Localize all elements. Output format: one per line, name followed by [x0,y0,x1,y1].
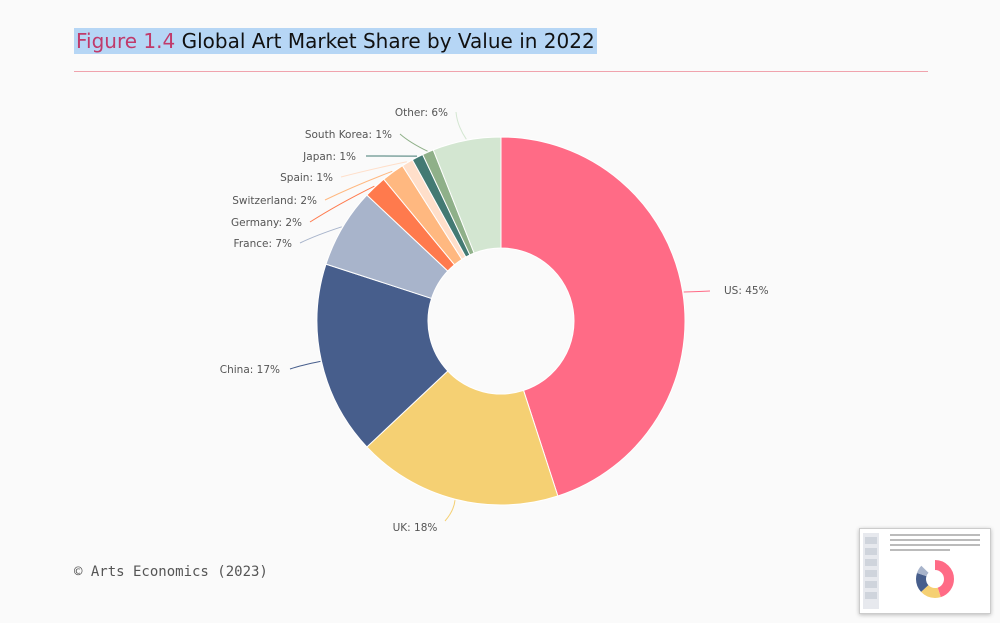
title-divider [74,71,928,72]
thumbnail-text-line [890,539,980,541]
thumbnail-text-line [890,534,980,536]
slice-other [432,136,502,254]
leader-line-other [455,111,467,140]
leader-line-france [299,226,342,244]
data-label-uk: UK: 18% [393,522,438,534]
thumbnail-donut-icon [916,560,954,598]
slice-us [500,136,686,497]
thumbnail-sidebar [863,533,879,609]
thumbnail-text-line [890,549,950,551]
data-label-south-korea: South Korea: 1% [305,129,392,141]
source-credit: © Arts Economics (2023) [74,564,268,580]
leader-line-south-korea [399,133,428,152]
leader-line-spain [340,161,407,178]
data-label-japan: Japan: 1% [302,151,356,163]
leader-line-germany [309,185,375,223]
data-label-us: US: 45% [724,285,769,297]
slice-uk [366,370,559,506]
data-label-france: France: 7% [234,238,292,250]
figure-label: Figure 1.4 [76,29,176,53]
data-label-germany: Germany: 2% [231,217,302,229]
leader-line-uk [444,500,456,522]
chart-title-box: Figure 1.4 Global Art Market Share by Va… [74,28,597,54]
leader-line-china [289,360,321,370]
data-label-china: China: 17% [220,364,280,376]
leader-line-us [683,290,711,293]
leader-line-switzerland [324,170,393,201]
data-label-other: Other: 6% [395,107,448,119]
thumbnail-text-line [890,544,980,546]
slice-china [316,263,449,448]
page-thumbnail-preview[interactable] [859,528,991,614]
chart-title: Global Art Market Share by Value in 2022 [181,29,595,53]
data-label-switzerland: Switzerland: 2% [232,195,317,207]
data-label-spain: Spain: 1% [280,172,333,184]
